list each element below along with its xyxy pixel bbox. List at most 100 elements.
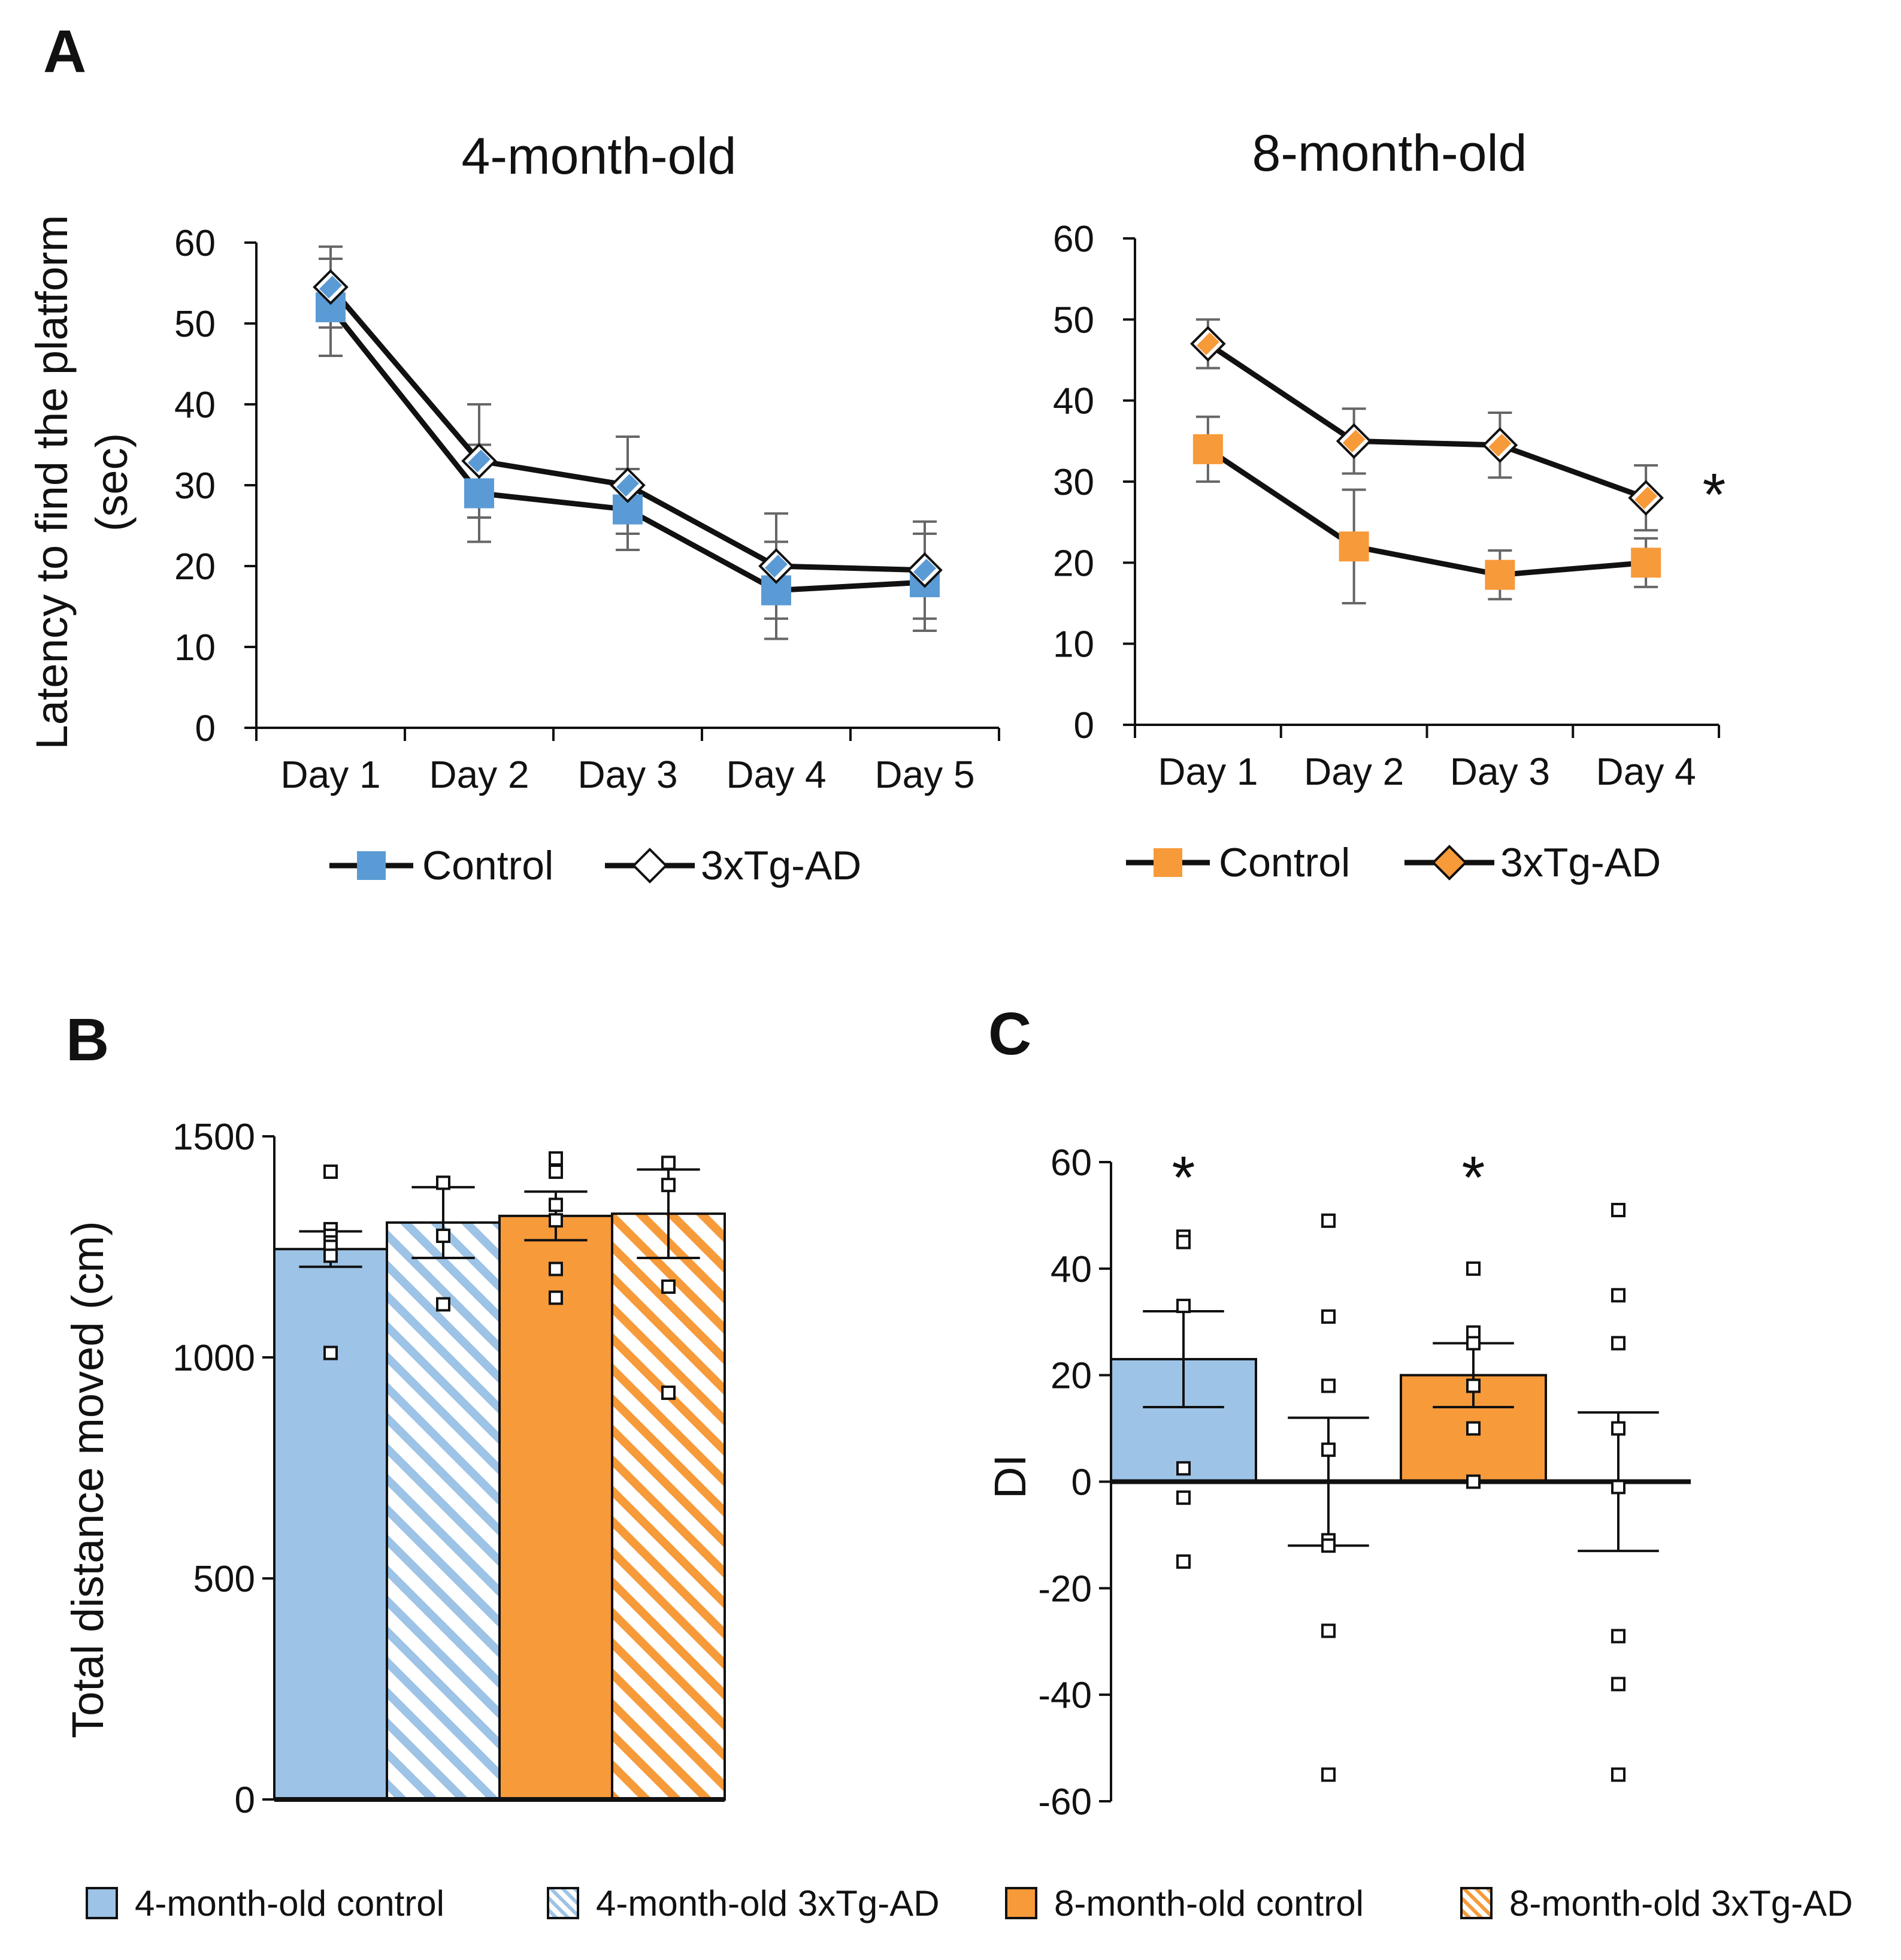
chart-a2-control-point	[1631, 548, 1661, 578]
chart-b-plot: 0 500 1000 1500	[172, 1117, 726, 1821]
chart-a2-xtick-label: Day 1	[1158, 750, 1258, 793]
chart-a2-xtick-label: Day 2	[1304, 750, 1404, 793]
diamond-stripe	[468, 449, 491, 473]
diamond-stripe	[319, 276, 342, 299]
diamond-stripe	[913, 558, 936, 582]
chart-a2-ytick-label: 60	[1053, 219, 1094, 260]
chart-c-data-point	[1611, 1677, 1625, 1692]
chart-c-plot: -60 -40 -20 0 20 40 60 * *	[1038, 1142, 1691, 1823]
chart-a2-control-point	[1192, 434, 1223, 464]
chart-c-ytick-label: -60	[1038, 1781, 1092, 1823]
chart-a1-control-point	[464, 478, 494, 509]
chart-c-data-point	[1611, 1421, 1625, 1436]
chart-b-data-point	[549, 1213, 563, 1228]
chart-a1-ytick-label: 0	[195, 708, 216, 749]
legend-swatch-4	[1460, 1887, 1493, 1919]
chart-c-data-point	[1611, 1336, 1625, 1351]
chart-a1-title: 4-month-old	[462, 128, 737, 185]
chart-b-data-point	[661, 1279, 676, 1294]
chart-a2-xtick-label: Day 4	[1596, 750, 1696, 793]
legend-a2-control-marker	[1154, 848, 1182, 877]
legend-a1-tg-marker	[632, 848, 668, 884]
chart-c-data-point	[1466, 1474, 1481, 1489]
diamond-stripe	[1342, 429, 1366, 453]
diamond-stripe	[616, 474, 639, 497]
chart-c-data-point	[1466, 1336, 1481, 1351]
diamond-stripe	[1488, 434, 1512, 457]
chart-a2-significance: *	[1703, 461, 1726, 528]
chart-a1-tg-point	[758, 548, 794, 584]
chart-b-data-point	[549, 1197, 563, 1212]
chart-a1-xtick-label: Day 4	[726, 753, 826, 796]
chart-c-ytick-label: 0	[1071, 1462, 1092, 1504]
chart-a1-legend: Control 3xTg-AD	[329, 843, 861, 888]
chart-a1-ytick-label: 30	[174, 465, 216, 507]
chart-c-data-point	[1611, 1767, 1625, 1782]
chart-c-di: DI -60 -40 -20 0 20 40 60 * *	[985, 1142, 1691, 1823]
chart-a2-control-point	[1339, 531, 1369, 562]
chart-a1-tg-point	[907, 552, 943, 588]
chart-b-data-point	[549, 1290, 563, 1305]
legend-swatch-2	[547, 1887, 579, 1919]
chart-a1-ytick-label: 10	[174, 627, 216, 669]
legend-a1-control-label: Control	[422, 843, 553, 888]
chart-a2-tg-series-line	[1206, 341, 1647, 501]
diamond-stripe	[1196, 332, 1219, 355]
chart-a2-ytick-label: 0	[1074, 705, 1094, 746]
chart-c-ytick-label: -20	[1038, 1568, 1092, 1610]
chart-b-ytick-label: 500	[193, 1559, 255, 1600]
chart-c-data-point	[1176, 1299, 1191, 1314]
chart-a1-tg-point	[313, 269, 349, 306]
chart-c-data-point	[1611, 1288, 1625, 1303]
chart-b-bar	[273, 1248, 388, 1801]
chart-a2-title: 8-month-old	[1252, 125, 1527, 182]
chart-a1-ylabel-line1: Latency to find the platform	[27, 215, 77, 750]
chart-a1-tg-point	[461, 443, 497, 479]
chart-a1-4-month-old: 4-month-old Latency to find the platform…	[27, 128, 1000, 888]
legend-a1-tg-label: 3xTg-AD	[701, 843, 861, 888]
chart-a2-control-point	[1485, 559, 1515, 590]
chart-b-data-point	[436, 1175, 450, 1190]
legend-label-3: 8-month-old control	[1054, 1883, 1364, 1923]
chart-c-significance: *	[1172, 1144, 1195, 1211]
chart-a2-tg-point	[1628, 480, 1664, 516]
chart-a1-xtick-label: Day 5	[874, 753, 974, 796]
legend-label-1: 4-month-old control	[135, 1883, 444, 1923]
chart-c-data-point	[1321, 1378, 1336, 1393]
chart-b-data-point	[549, 1262, 563, 1277]
diamond-stripe	[765, 555, 788, 577]
chart-b-ylabel: Total distance moved (cm)	[63, 1221, 113, 1738]
bottom-legend: 4-month-old control 4-month-old 3xTg-AD 8-…	[86, 1883, 1853, 1923]
chart-b-ytick-label: 1500	[172, 1117, 255, 1158]
chart-b-data-point	[436, 1229, 450, 1244]
chart-c-data-point	[1466, 1261, 1481, 1276]
chart-b-data-point	[661, 1386, 676, 1401]
chart-c-ytick-label: -40	[1038, 1675, 1092, 1716]
chart-a2-8-month-old: 8-month-old 0 10 20 30 40 50 60 Day 1 Day 2 Day 3…	[1053, 125, 1726, 885]
chart-a2-ytick-label: 20	[1053, 543, 1094, 584]
legend-swatch-3	[1005, 1887, 1037, 1919]
panel-label-c: C	[988, 1000, 1031, 1067]
chart-a2-tg-point	[1190, 326, 1226, 362]
chart-c-data-point	[1321, 1767, 1336, 1782]
chart-b-distance: Total distance moved (cm) 0 500 1000 1500	[63, 1117, 726, 1821]
chart-a2-ytick-label: 40	[1053, 381, 1094, 422]
chart-a1-ytick-label: 40	[174, 385, 216, 426]
chart-a2-ytick-label: 30	[1053, 462, 1094, 503]
chart-c-ytick-label: 20	[1051, 1356, 1092, 1397]
chart-c-data-point	[1466, 1421, 1481, 1436]
chart-a1-ylabel-line2: (sec)	[87, 433, 137, 531]
chart-c-ytick-label: 40	[1051, 1249, 1092, 1290]
legend-a2-control-label: Control	[1219, 840, 1350, 885]
chart-b-data-point	[661, 1178, 676, 1193]
chart-b-data-point	[549, 1151, 563, 1166]
panel-label-b: B	[66, 1006, 109, 1073]
chart-a1-xtick-label: Day 3	[577, 753, 677, 796]
chart-a1-plot: 0 10 20 30 40 50 60 Day 1 Day 2 Day 3 Day 4 Day 5	[174, 223, 1000, 796]
chart-c-data-point	[1176, 1235, 1191, 1250]
chart-b-ytick-label: 0	[235, 1780, 255, 1821]
chart-b-bar	[611, 1212, 726, 1801]
chart-b-data-point	[661, 1156, 676, 1170]
chart-a1-ytick-label: 60	[174, 223, 216, 264]
